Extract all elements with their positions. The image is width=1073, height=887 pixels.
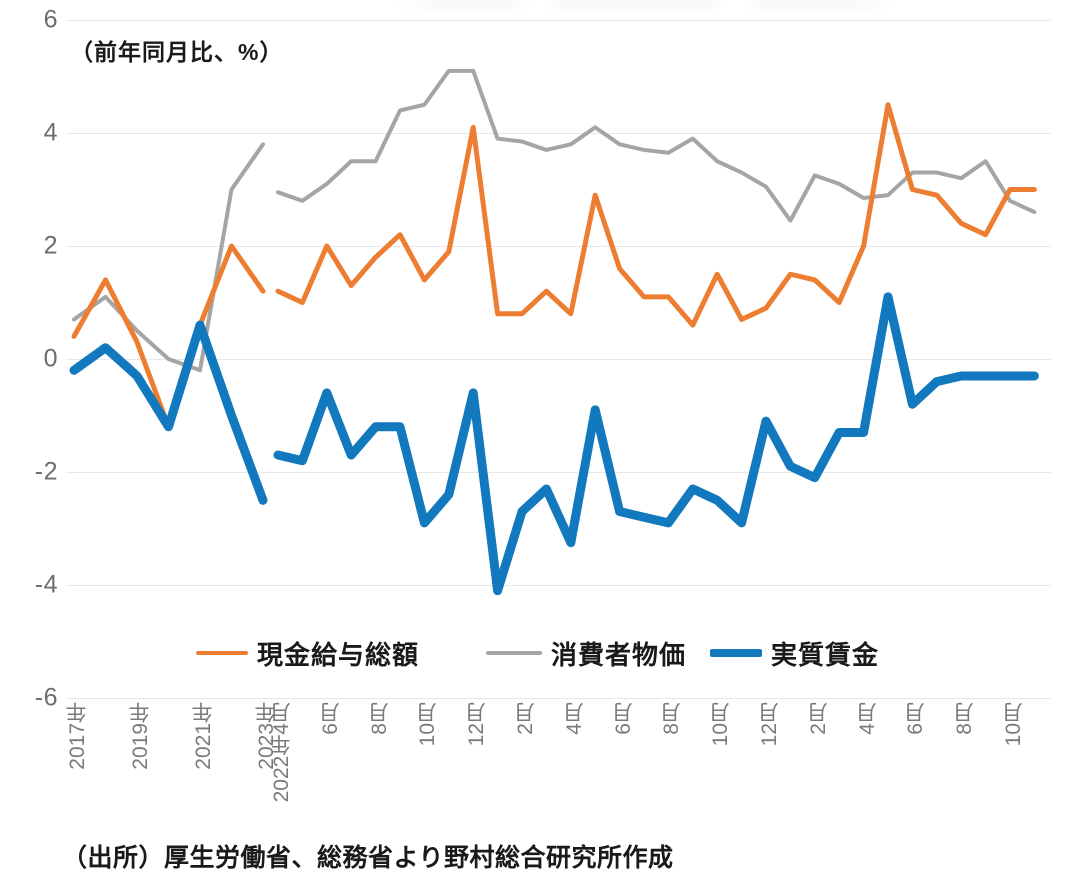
x-axis-label: 6月 [318,702,342,735]
x-axis-label: 10月 [709,702,733,747]
gridline-6 [66,20,1051,21]
chart-legend: 現金給与総額 消費者物価 実質賃金 [0,630,1073,676]
y-tick-label: -6 [34,683,58,712]
x-axis-labels: 2017年 2019年 2021年 2023年 2022年4月 6月 8月 10月 12月 2月 4… [0,702,1073,812]
x-axis-label: 4月 [562,702,586,735]
legend-item-2[interactable]: 実質賃金 [710,630,879,676]
x-axis-label: 10月 [1002,702,1025,747]
x-axis-label: 8月 [660,702,684,735]
legend-swatch-icon [710,649,762,657]
y-tick-label: 6 [43,5,58,34]
source-note: （出所）厚生労働省、総務省より野村総合研究所作成 [62,844,674,872]
gridline-2 [66,246,1051,247]
y-tick-label: 2 [43,231,58,260]
gridline--2 [66,472,1051,473]
line-monthly-実質賃金 [273,292,1039,596]
x-axis-label: 6月 [904,702,928,735]
cropped-title-artifact [395,0,895,9]
x-axis-label: 12月 [465,702,489,747]
y-tick-label: 4 [43,118,58,147]
line-annual-消費者物価 [72,142,265,373]
legend-label: 実質賃金 [771,639,880,670]
y-tick-label: 0 [43,344,58,373]
legend-item-0[interactable]: 現金給与総額 [196,630,419,676]
legend-label: 消費者物価 [551,639,687,670]
line-monthly-消費者物価 [276,68,1037,223]
x-axis-label: 12月 [758,702,781,747]
x-axis-label: 4月 [855,702,879,735]
legend-item-1[interactable]: 消費者物価 [486,630,686,676]
y-tick-label: -4 [34,570,58,599]
legend-label: 現金給与総額 [257,639,420,670]
plot-area [66,20,1051,699]
y-tick-label: -2 [34,457,58,486]
line-monthly-現金給与総額 [275,102,1037,328]
x-axis-label: 2月 [514,702,537,735]
x-axis-label: 6月 [611,702,635,735]
series-lines [69,68,1039,596]
x-axis-label: 2月 [806,702,830,735]
y-axis-unit-note: （前年同月比、%） [70,39,284,65]
gridline--6 [66,698,1051,699]
x-axis-label: 2019年 [129,702,152,770]
legend-swatch-icon [486,651,542,655]
x-axis-label: 10月 [416,702,440,747]
line-annual-現金給与総額 [71,243,266,430]
x-axis-label: 8月 [367,702,391,735]
x-axis-label: 2022年4月 [270,702,293,803]
x-axis-label: 2021年 [192,702,215,770]
gridline--4 [66,585,1051,586]
x-axis-label: 8月 [953,702,977,735]
legend-swatch-icon [196,651,248,655]
gridline-4 [66,133,1051,134]
x-axis-label: 2017年 [66,702,89,770]
gridline-0 [66,359,1051,360]
line-annual-実質賃金 [69,320,268,505]
